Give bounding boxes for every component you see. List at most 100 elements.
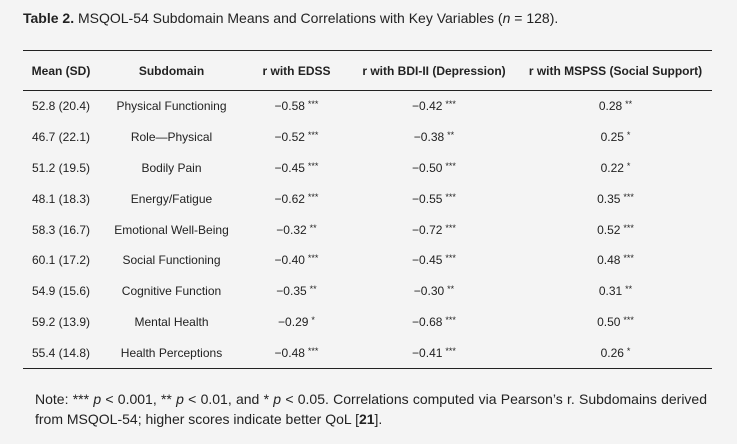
cell-r-bdi: −0.41 *** [349, 337, 519, 370]
significance-marker: ** [309, 284, 317, 295]
cell-r-bdi: −0.50 *** [349, 153, 519, 184]
cell-r-edss-value: −0.58 [274, 99, 305, 114]
table-body: 52.8 (20.4) Physical Functioning −0.58 *** −… [23, 91, 712, 370]
cell-r-mspss-value: 0.50 [597, 314, 621, 329]
table-row: 59.2 (13.9) Mental Health −0.29 * −0.68 *** 0.… [23, 307, 712, 338]
cell-r-bdi-value: −0.72 [412, 222, 443, 237]
cell-r-mspss: 0.22 * [519, 153, 712, 184]
table-note: Note: *** p < 0.001, ** p < 0.01, and * … [35, 389, 707, 429]
cell-mean-sd-value: 46.7 (22.1) [31, 130, 91, 145]
significance-marker: *** [445, 160, 456, 171]
cell-subdomain-value: Social Functioning [122, 253, 221, 268]
table-row: 55.4 (14.8) Health Perceptions −0.48 *** −0.… [23, 337, 712, 370]
header-mean-sd: Mean (SD) [23, 50, 99, 91]
cell-r-mspss: 0.26 * [519, 337, 712, 370]
cell-mean-sd: 60.1 (17.2) [23, 245, 99, 276]
cell-r-mspss-value: 0.28 [598, 99, 623, 114]
cell-mean-sd-value: 48.1 (18.3) [31, 191, 91, 206]
significance-marker: *** [307, 191, 319, 202]
reference-link[interactable]: 21 [358, 411, 375, 427]
cell-r-bdi-value: −0.45 [412, 253, 443, 268]
cell-r-bdi: −0.38 ** [349, 122, 519, 153]
significance-marker: *** [445, 345, 456, 356]
table-label: Table 2. [23, 10, 75, 26]
cell-r-bdi-value: −0.68 [412, 314, 443, 329]
cell-r-bdi: −0.30 ** [349, 276, 519, 307]
significance-marker: ** [447, 130, 455, 141]
cell-subdomain-value: Role—Physical [130, 130, 213, 145]
cell-r-edss-value: −0.32 [276, 222, 307, 237]
cell-mean-sd: 58.3 (16.7) [23, 214, 99, 245]
note-p-symbol: p [93, 391, 102, 407]
cell-r-bdi: −0.55 *** [349, 183, 519, 214]
cell-subdomain-value: Mental Health [134, 314, 209, 329]
cell-r-mspss-value: 0.22 [600, 160, 624, 175]
cell-r-mspss: 0.28 ** [519, 91, 712, 122]
cell-r-edss-value: −0.48 [274, 345, 305, 360]
cell-r-edss: −0.40 *** [244, 245, 349, 276]
cell-r-edss: −0.29 * [244, 307, 349, 338]
cell-mean-sd: 48.1 (18.3) [23, 183, 99, 214]
significance-marker: *** [307, 130, 319, 141]
cell-subdomain-value: Physical Functioning [116, 99, 227, 114]
cell-mean-sd-value: 58.3 (16.7) [31, 222, 91, 237]
cell-mean-sd-value: 54.9 (15.6) [31, 284, 91, 299]
cell-r-bdi-value: −0.50 [412, 160, 443, 175]
significance-marker: *** [307, 253, 319, 264]
cell-mean-sd-value: 59.2 (13.9) [31, 314, 91, 329]
cell-r-mspss: 0.50 *** [519, 307, 712, 338]
cell-r-mspss-value: 0.26 [600, 345, 624, 360]
header-r-bdi: r with BDI-II (Depression) [349, 50, 519, 91]
cell-r-bdi-value: −0.55 [412, 191, 443, 206]
header-r-edss: r with EDSS [244, 50, 349, 91]
cell-subdomain-value: Bodily Pain [141, 160, 202, 175]
cell-r-edss-value: −0.52 [274, 130, 305, 145]
note-threshold-1: < 0.001, ** [101, 391, 177, 407]
cell-r-bdi-value: −0.38 [413, 130, 445, 145]
table-caption: Table 2. MSQOL-54 Subdomain Means and Co… [23, 9, 558, 27]
cell-subdomain: Emotional Well-Being [99, 214, 244, 245]
cell-r-mspss-value: 0.31 [598, 284, 623, 299]
cell-r-bdi-value: −0.41 [412, 345, 443, 360]
cell-r-edss: −0.52 *** [244, 122, 349, 153]
cell-r-edss: −0.32 ** [244, 214, 349, 245]
cell-mean-sd-value: 55.4 (14.8) [31, 345, 91, 360]
header-r-mspss: r with MSPSS (Social Support) [519, 50, 712, 91]
cell-r-mspss-value: 0.25 [600, 130, 624, 145]
cell-r-edss: −0.45 *** [244, 153, 349, 184]
cell-subdomain: Social Functioning [99, 245, 244, 276]
caption-n-symbol: n [502, 10, 511, 26]
significance-marker: *** [623, 222, 634, 233]
cell-r-edss-value: −0.45 [274, 160, 305, 175]
cell-subdomain: Mental Health [99, 307, 244, 338]
cell-r-mspss: 0.31 ** [519, 276, 712, 307]
cell-subdomain-value: Health Perceptions [120, 345, 223, 360]
note-prefix: Note: *** [35, 391, 94, 407]
significance-marker: ** [447, 284, 455, 295]
cell-subdomain: Bodily Pain [99, 153, 244, 184]
note-p-symbol: p [176, 391, 184, 407]
cell-r-mspss: 0.35 *** [519, 183, 712, 214]
cell-r-edss: −0.35 ** [244, 276, 349, 307]
significance-marker: *** [307, 160, 319, 171]
cell-r-mspss-value: 0.35 [597, 191, 621, 206]
cell-r-mspss: 0.25 * [519, 122, 712, 153]
significance-marker: ** [625, 284, 633, 295]
cell-r-mspss: 0.52 *** [519, 214, 712, 245]
cell-subdomain: Physical Functioning [99, 91, 244, 122]
significance-marker: ** [625, 99, 633, 110]
significance-marker: * [626, 160, 631, 171]
significance-marker: *** [623, 314, 634, 325]
significance-marker: *** [623, 253, 634, 264]
cell-mean-sd: 54.9 (15.6) [23, 276, 99, 307]
cell-r-mspss-value: 0.52 [597, 222, 621, 237]
header-subdomain: Subdomain [99, 50, 244, 91]
cell-subdomain: Energy/Fatigue [99, 183, 244, 214]
cell-r-edss: −0.58 *** [244, 91, 349, 122]
significance-marker: *** [307, 345, 319, 356]
cell-r-edss-value: −0.62 [274, 191, 305, 206]
significance-marker: *** [623, 191, 634, 202]
cell-r-bdi: −0.45 *** [349, 245, 519, 276]
significance-marker: * [626, 345, 631, 356]
note-body: < 0.05. Correlations computed via Pearso… [35, 391, 708, 427]
